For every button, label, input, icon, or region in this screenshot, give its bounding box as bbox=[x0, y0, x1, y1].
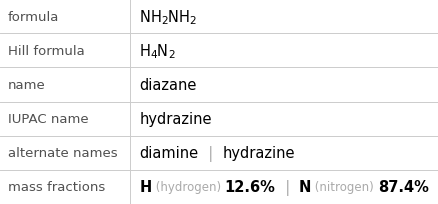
Text: H: H bbox=[150, 10, 161, 24]
Text: N: N bbox=[167, 10, 178, 24]
Text: N: N bbox=[157, 43, 167, 59]
Text: |: | bbox=[275, 179, 298, 195]
Text: diazane: diazane bbox=[139, 78, 196, 92]
Text: mass fractions: mass fractions bbox=[8, 181, 105, 193]
Text: 87.4%: 87.4% bbox=[377, 180, 428, 194]
Text: H: H bbox=[139, 180, 152, 194]
Text: 4: 4 bbox=[150, 50, 157, 59]
Text: 2: 2 bbox=[167, 50, 174, 59]
Text: diamine: diamine bbox=[139, 145, 198, 161]
Text: Hill formula: Hill formula bbox=[8, 44, 85, 58]
Text: 2: 2 bbox=[189, 16, 196, 26]
Text: (nitrogen): (nitrogen) bbox=[311, 181, 377, 193]
Text: H: H bbox=[139, 43, 150, 59]
Text: N: N bbox=[298, 180, 311, 194]
Text: hydrazine: hydrazine bbox=[222, 145, 294, 161]
Text: H: H bbox=[178, 10, 189, 24]
Text: formula: formula bbox=[8, 11, 59, 23]
Text: (hydrogen): (hydrogen) bbox=[152, 181, 224, 193]
Text: IUPAC name: IUPAC name bbox=[8, 113, 88, 125]
Text: N: N bbox=[139, 10, 150, 24]
Text: alternate names: alternate names bbox=[8, 146, 117, 160]
Text: |: | bbox=[198, 145, 222, 161]
Text: 2: 2 bbox=[161, 16, 167, 26]
Text: name: name bbox=[8, 79, 46, 91]
Text: 12.6%: 12.6% bbox=[224, 180, 275, 194]
Text: hydrazine: hydrazine bbox=[139, 112, 212, 126]
